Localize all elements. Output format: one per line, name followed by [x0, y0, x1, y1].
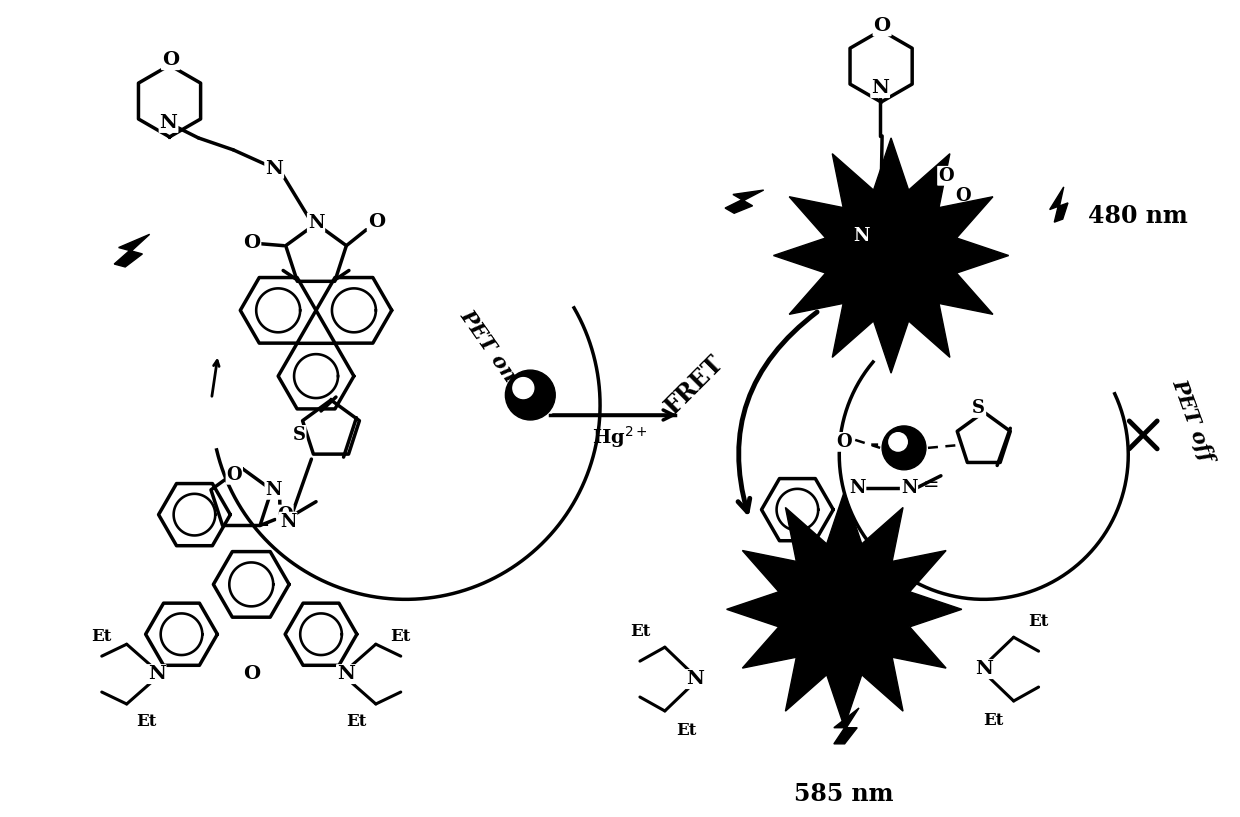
Text: O: O	[162, 51, 179, 69]
Text: Et: Et	[92, 627, 112, 645]
Text: Et: Et	[983, 712, 1004, 730]
Circle shape	[506, 370, 556, 420]
Text: O: O	[277, 506, 293, 524]
Circle shape	[882, 426, 926, 470]
Text: Et: Et	[391, 627, 410, 645]
Text: O: O	[939, 167, 954, 185]
Text: O: O	[227, 466, 242, 484]
Text: N: N	[853, 226, 869, 244]
Text: N: N	[849, 479, 866, 497]
Text: O: O	[837, 433, 852, 451]
Text: O: O	[243, 234, 260, 252]
Polygon shape	[774, 138, 1008, 373]
Text: Et: Et	[136, 713, 156, 730]
Text: -: -	[869, 435, 879, 455]
Polygon shape	[1050, 187, 1068, 222]
Text: N: N	[308, 213, 325, 232]
Text: S: S	[293, 426, 305, 444]
Circle shape	[513, 377, 533, 399]
Text: Et: Et	[630, 623, 650, 640]
Text: N: N	[265, 481, 281, 499]
Polygon shape	[725, 190, 764, 213]
Text: PET off: PET off	[1169, 376, 1218, 464]
Text: 480 nm: 480 nm	[1089, 203, 1188, 228]
Text: S: S	[972, 399, 986, 417]
Text: O: O	[243, 665, 260, 683]
Text: =: =	[923, 475, 939, 494]
Text: O: O	[368, 212, 384, 230]
Text: N: N	[160, 114, 177, 132]
Text: Et: Et	[677, 722, 697, 739]
Text: -: -	[259, 515, 269, 534]
Text: N: N	[280, 512, 296, 530]
Text: 585 nm: 585 nm	[795, 782, 894, 806]
Text: N: N	[975, 660, 993, 678]
Polygon shape	[833, 708, 859, 743]
Text: Hg$^{2+}$: Hg$^{2+}$	[593, 424, 647, 450]
Polygon shape	[114, 234, 150, 267]
Text: O: O	[873, 17, 890, 35]
Polygon shape	[727, 492, 962, 727]
Text: N: N	[872, 79, 889, 97]
Text: O: O	[955, 187, 971, 205]
Text: N: N	[686, 670, 703, 688]
Text: N: N	[148, 665, 165, 683]
Text: Et: Et	[1028, 613, 1049, 630]
Text: PET on: PET on	[456, 306, 521, 385]
Text: N: N	[900, 479, 918, 497]
Text: -: -	[877, 479, 884, 498]
Text: FRET: FRET	[661, 351, 729, 419]
Circle shape	[889, 433, 908, 451]
Text: N: N	[265, 160, 283, 178]
Text: N: N	[337, 665, 355, 683]
Text: Et: Et	[346, 713, 366, 730]
